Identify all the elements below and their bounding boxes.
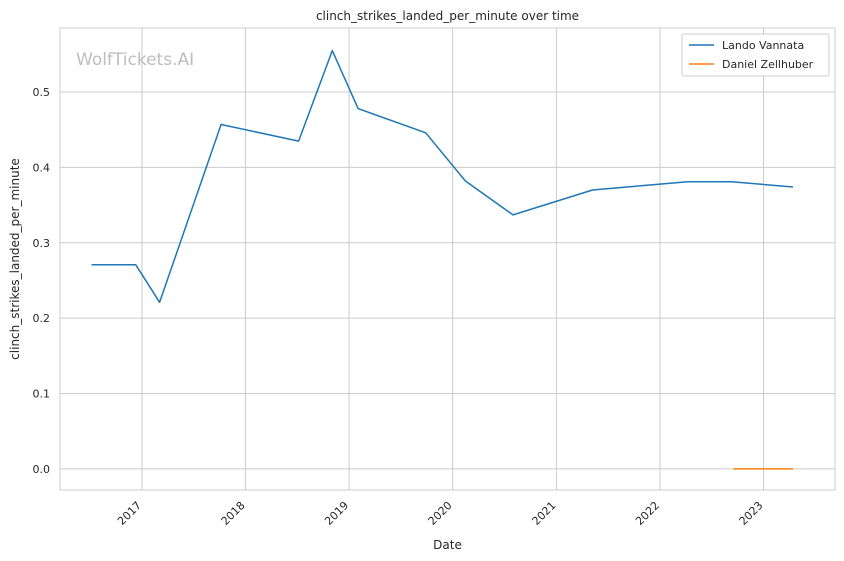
- y-tick-label-0.4: 0.4: [33, 161, 51, 174]
- watermark: WolfTickets.AI: [76, 50, 194, 70]
- legend: Lando Vannata Daniel Zellhuber: [681, 33, 830, 77]
- chart-title: clinch_strikes_landed_per_minute over ti…: [316, 9, 579, 23]
- legend-label-lando-vannata: Lando Vannata: [722, 39, 804, 52]
- legend-box: [681, 33, 830, 77]
- y-tick-label-0.1: 0.1: [33, 388, 51, 401]
- y-tick-label-0.2: 0.2: [33, 312, 51, 325]
- plot-area: [60, 28, 835, 490]
- series-line-lando-vannata: [91, 49, 794, 304]
- y-tick-label-0.3: 0.3: [33, 237, 51, 250]
- series-layer: [91, 49, 794, 470]
- x-axis-title: Date: [433, 538, 462, 552]
- grid-lines: [60, 28, 835, 490]
- legend-label-daniel-zellhuber: Daniel Zellhuber: [722, 58, 814, 71]
- y-tick-label-0.0: 0.0: [33, 463, 51, 476]
- y-axis-title: clinch_strikes_landed_per_minute: [8, 158, 22, 360]
- plot-frame: [59, 27, 836, 491]
- y-tick-label-0.5: 0.5: [33, 86, 51, 99]
